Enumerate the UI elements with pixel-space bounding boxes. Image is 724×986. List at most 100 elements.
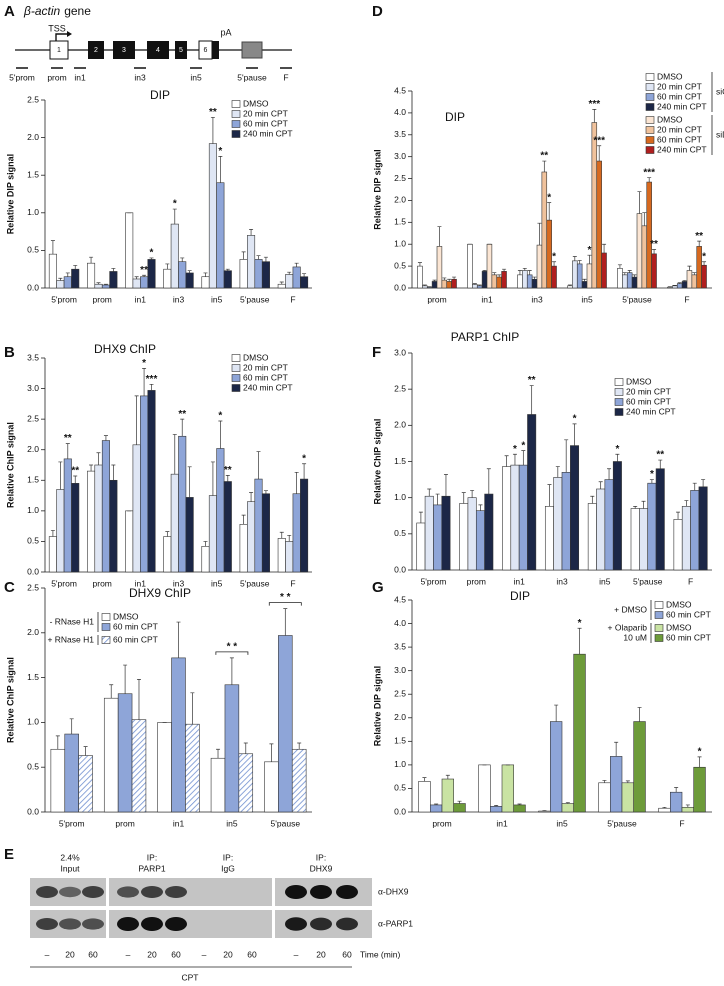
bar: [278, 635, 293, 813]
error-bar: [111, 464, 116, 481]
exon-number: 3: [122, 47, 126, 54]
error-bar: [602, 780, 607, 783]
bar: [239, 524, 248, 573]
error-bar: [190, 692, 195, 725]
error-bar: [582, 278, 587, 282]
lane-group-label: IP:: [147, 852, 157, 862]
error-bar: [218, 156, 223, 183]
bar: [567, 285, 573, 289]
bar: [300, 276, 309, 289]
bar: [518, 464, 528, 571]
bar: [429, 804, 443, 813]
y-tick-label: 0.0: [394, 806, 406, 816]
bar: [501, 764, 514, 813]
x-tick-label: in5: [556, 818, 568, 828]
legend-swatch: [231, 130, 241, 138]
error-bar: [243, 742, 248, 754]
error-bar: [142, 274, 147, 277]
error-bar: [452, 276, 457, 280]
band: [59, 886, 81, 898]
y-tick-label: 2.5: [27, 413, 39, 423]
x-tick-label: in5: [581, 294, 593, 304]
legend-label: DMSO: [113, 611, 139, 621]
bar: [481, 271, 488, 289]
y-tick-label: 4.5: [394, 594, 406, 604]
bar: [140, 395, 149, 573]
x-tick-label: in5: [226, 818, 238, 828]
error-bar: [58, 277, 63, 281]
error-bar: [65, 272, 70, 277]
error-bar: [210, 461, 215, 496]
bar: [553, 477, 563, 571]
significance: *: [173, 199, 177, 210]
band: [336, 885, 358, 899]
x-tick-label: in1: [135, 294, 147, 304]
exon: [212, 41, 219, 59]
bar: [71, 483, 80, 573]
chart-title: DHX9 ChIP: [129, 586, 191, 600]
significance: ***: [146, 374, 158, 385]
bar: [247, 235, 256, 289]
bar: [591, 122, 598, 289]
y-axis-label: Relative DIP signal: [5, 154, 15, 234]
bar: [549, 721, 563, 813]
bar: [681, 506, 691, 571]
band: [82, 918, 104, 930]
error-bar: [542, 160, 547, 172]
legend-swatch: [614, 378, 624, 386]
error-bar: [50, 530, 55, 537]
error-bar: [229, 657, 234, 685]
significance: *: [218, 411, 222, 422]
band: [36, 918, 58, 930]
bar: [223, 481, 232, 573]
bar: [647, 482, 657, 571]
bar: [531, 278, 538, 289]
blot-separator: [272, 876, 275, 940]
bar: [686, 270, 693, 289]
error-bar: [55, 735, 60, 750]
bar: [48, 253, 57, 289]
error-bar: [692, 272, 697, 275]
significance: * *: [227, 642, 238, 653]
y-tick-label: 0.0: [394, 282, 406, 292]
error-bar: [577, 627, 582, 655]
bar: [551, 265, 557, 289]
panel-letter: C: [4, 579, 15, 596]
y-tick-label: 0.0: [27, 566, 39, 576]
bar: [502, 466, 512, 571]
legend-swatch: [231, 374, 241, 382]
bar: [78, 755, 93, 813]
bar: [208, 143, 217, 289]
bar: [132, 444, 141, 573]
error-bar: [187, 270, 192, 273]
error-bar: [522, 267, 527, 271]
error-bar: [203, 272, 208, 277]
bar: [441, 279, 448, 289]
band: [336, 917, 358, 931]
error-bar: [225, 268, 230, 271]
legend-label: 20 min CPT: [243, 108, 288, 118]
legend-group-label: + RNase H1: [47, 634, 94, 644]
error-bar: [109, 684, 114, 699]
bar: [109, 271, 118, 289]
bar: [446, 281, 452, 289]
x-tick-label: 5'prom: [421, 576, 447, 586]
y-tick-label: 0.0: [394, 564, 406, 574]
bar: [247, 501, 256, 573]
error-bar: [58, 461, 63, 490]
y-tick-label: 2.5: [394, 383, 406, 393]
error-bar: [701, 479, 706, 487]
band: [285, 885, 307, 899]
error-bar: [422, 284, 427, 286]
band: [310, 885, 332, 899]
error-bar: [103, 435, 108, 441]
bar: [147, 390, 156, 573]
exon: [113, 41, 135, 59]
error-bar: [241, 251, 246, 260]
lane-label: 60: [171, 949, 181, 959]
bar: [103, 697, 119, 813]
error-bar: [692, 482, 697, 491]
legend-label: 240 min CPT: [657, 144, 707, 154]
error-bar: [682, 280, 687, 282]
significance: *: [702, 251, 706, 262]
